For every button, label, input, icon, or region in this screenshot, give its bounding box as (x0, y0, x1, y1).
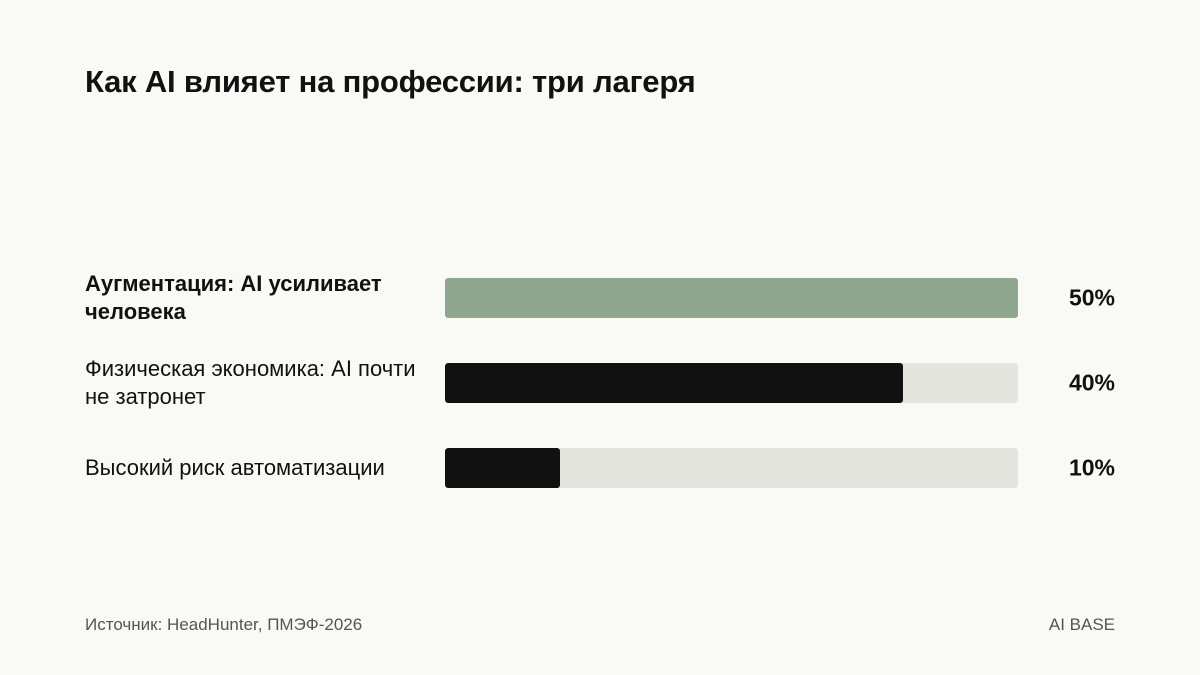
category-label: Физическая экономика: AI почти не затрон… (85, 355, 416, 409)
bar-track (445, 362, 1018, 403)
source-note: Источник: HeadHunter, ПМЭФ-2026 (85, 615, 363, 634)
brand-logo-text: AI BASE (1048, 615, 1115, 634)
bar (445, 447, 560, 488)
value-label: 40% (1068, 369, 1115, 395)
bar-row: Физическая экономика: AI почти не затрон… (85, 340, 1115, 425)
category-label: Аугментация: AI усиливает человека (85, 270, 382, 324)
bar-row: Высокий риск автоматизации 10% (85, 425, 1115, 510)
value-label: 50% (1068, 284, 1115, 310)
value-label: 10% (1068, 454, 1115, 480)
category-label: Высокий риск автоматизации (85, 454, 385, 480)
bar-track (445, 277, 1018, 318)
bar (445, 277, 1018, 318)
bar-row: Аугментация: AI усиливает человека 50% (85, 255, 1115, 340)
bar-track (445, 447, 1018, 488)
chart-title: Как AI влияет на профессии: три лагеря (85, 64, 696, 99)
bar (445, 362, 904, 403)
